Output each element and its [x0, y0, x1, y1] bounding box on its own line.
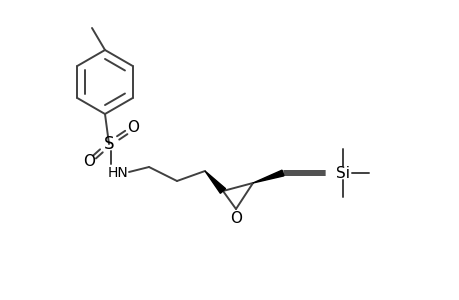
Text: S: S	[104, 135, 114, 153]
Text: Si: Si	[335, 166, 349, 181]
Text: O: O	[230, 212, 241, 226]
Text: HN: HN	[107, 166, 128, 180]
Polygon shape	[205, 171, 225, 193]
Text: O: O	[83, 154, 95, 169]
Text: O: O	[127, 121, 139, 136]
Polygon shape	[252, 170, 283, 183]
